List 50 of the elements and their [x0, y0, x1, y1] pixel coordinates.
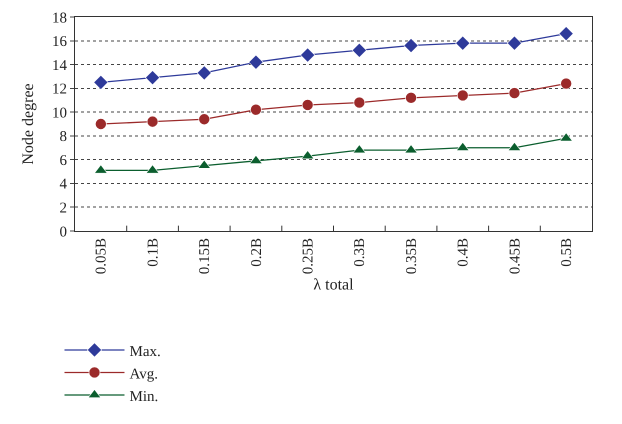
point — [198, 160, 211, 169]
point — [507, 36, 522, 51]
x-tick-label: 0.1B — [145, 238, 162, 267]
point — [352, 144, 366, 154]
x-tick-label: 0.05B — [94, 238, 110, 274]
legend-label: Max. — [129, 344, 161, 360]
x-axis-title: λ total — [313, 276, 354, 294]
point — [302, 99, 314, 111]
point — [354, 96, 366, 108]
point — [560, 78, 572, 90]
point — [93, 74, 108, 90]
point — [198, 113, 210, 126]
point — [456, 142, 470, 151]
point — [95, 118, 107, 130]
point — [405, 92, 417, 104]
point — [455, 36, 470, 51]
point — [508, 87, 520, 99]
point — [196, 65, 212, 80]
point — [404, 38, 418, 53]
legend-label: Avg. — [129, 366, 158, 382]
x-tick-label: 0.5B — [559, 238, 576, 267]
y-tick-label: 14 — [52, 58, 68, 74]
y-tick-label: 12 — [52, 82, 67, 98]
x-tick-label: 0.2B — [248, 238, 265, 267]
y-tick-label: 16 — [52, 34, 68, 50]
y-axis-title: Node degree — [20, 83, 37, 165]
x-tick-label: 0.25B — [300, 238, 317, 274]
y-tick-label: 2 — [60, 200, 67, 216]
point — [145, 70, 160, 86]
y-tick-label: 18 — [52, 10, 67, 26]
point — [301, 150, 314, 160]
legend-label: Min. — [129, 388, 158, 405]
x-tick-label: 0.35B — [404, 238, 420, 274]
point — [300, 48, 316, 62]
y-tick-label: 4 — [60, 176, 68, 193]
point — [248, 54, 264, 70]
x-tick-label: 0.15B — [197, 238, 214, 274]
point — [560, 132, 573, 142]
x-tick-label: 0.45B — [507, 238, 524, 274]
y-tick-label: 0 — [60, 224, 67, 240]
point — [352, 42, 367, 58]
point — [250, 104, 262, 116]
y-tick-label: 10 — [52, 105, 67, 122]
point — [456, 90, 469, 102]
y-tick-label: 6 — [60, 152, 68, 169]
y-tick-label: 8 — [60, 129, 67, 146]
x-tick-label: 0.3B — [352, 238, 368, 267]
point — [146, 116, 158, 128]
x-tick-label: 0.4B — [456, 238, 472, 267]
point — [558, 26, 574, 42]
